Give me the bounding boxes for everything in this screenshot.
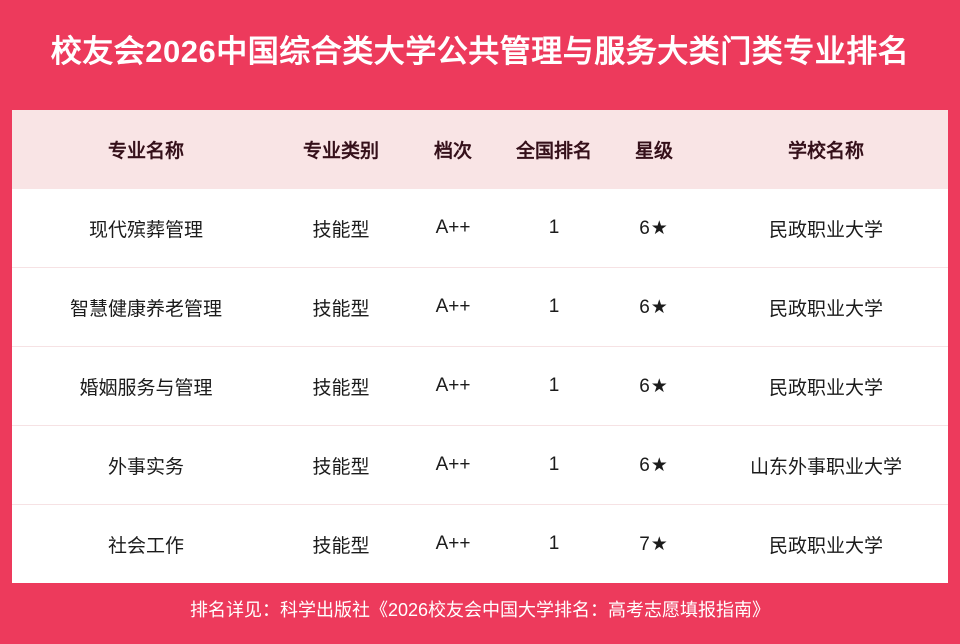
cell-major: 外事实务 bbox=[12, 425, 280, 505]
cell-major: 智慧健康养老管理 bbox=[12, 267, 280, 347]
cell-rank: 1 bbox=[504, 267, 604, 347]
cell-star: 6★ bbox=[604, 267, 704, 347]
table-header-row: 专业名称 专业类别 档次 全国排名 星级 学校名称 bbox=[12, 110, 948, 189]
cell-star: 6★ bbox=[604, 189, 704, 268]
cell-type: 技能型 bbox=[280, 425, 402, 505]
column-header-rank: 全国排名 bbox=[504, 110, 604, 189]
cell-grade: A++ bbox=[402, 189, 504, 268]
table-row: 婚姻服务与管理 技能型 A++ 1 6★ 民政职业大学 bbox=[12, 346, 948, 426]
ranking-table-card: 专业名称 专业类别 档次 全国排名 星级 学校名称 现代殡葬管理 技能型 A++… bbox=[12, 110, 948, 583]
page-title: 校友会2026中国综合类大学公共管理与服务大类门类专业排名 bbox=[50, 34, 910, 69]
table-row: 现代殡葬管理 技能型 A++ 1 6★ 民政职业大学 bbox=[12, 189, 948, 268]
column-header-school: 学校名称 bbox=[704, 110, 948, 189]
ranking-table: 专业名称 专业类别 档次 全国排名 星级 学校名称 现代殡葬管理 技能型 A++… bbox=[12, 110, 948, 583]
cell-rank: 1 bbox=[504, 425, 604, 505]
cell-type: 技能型 bbox=[280, 267, 402, 347]
source-note: 排名详见：科学出版社《2026校友会中国大学排名：高考志愿填报指南》 bbox=[189, 600, 771, 620]
cell-school: 民政职业大学 bbox=[704, 346, 948, 426]
column-header-star: 星级 bbox=[604, 110, 704, 189]
cell-school: 民政职业大学 bbox=[704, 189, 948, 268]
cell-school: 山东外事职业大学 bbox=[704, 425, 948, 505]
table-header: 专业名称 专业类别 档次 全国排名 星级 学校名称 bbox=[12, 110, 948, 189]
cell-star: 6★ bbox=[604, 346, 704, 426]
cell-major: 现代殡葬管理 bbox=[12, 189, 280, 268]
cell-major: 婚姻服务与管理 bbox=[12, 346, 280, 426]
cell-grade: A++ bbox=[402, 267, 504, 347]
cell-school: 民政职业大学 bbox=[704, 267, 948, 347]
cell-type: 技能型 bbox=[280, 189, 402, 268]
table-row: 外事实务 技能型 A++ 1 6★ 山东外事职业大学 bbox=[12, 425, 948, 505]
table-row: 社会工作 技能型 A++ 1 7★ 民政职业大学 bbox=[12, 505, 948, 584]
table-body: 现代殡葬管理 技能型 A++ 1 6★ 民政职业大学 智慧健康养老管理 技能型 … bbox=[12, 189, 948, 583]
cell-grade: A++ bbox=[435, 533, 471, 554]
column-header-major: 专业名称 bbox=[12, 110, 280, 189]
column-header-grade: 档次 bbox=[402, 110, 504, 189]
cell-rank: 1 bbox=[548, 533, 560, 554]
table-row: 智慧健康养老管理 技能型 A++ 1 6★ 民政职业大学 bbox=[12, 267, 948, 347]
cell-type: 技能型 bbox=[312, 535, 370, 557]
cell-grade: A++ bbox=[402, 346, 504, 426]
cell-school: 民政职业大学 bbox=[768, 535, 883, 557]
cell-type: 技能型 bbox=[280, 346, 402, 426]
cell-star: 6★ bbox=[604, 425, 704, 505]
cell-star: 7★ bbox=[639, 533, 669, 555]
cell-rank: 1 bbox=[504, 346, 604, 426]
cell-rank: 1 bbox=[504, 189, 604, 268]
cell-major: 社会工作 bbox=[107, 535, 184, 557]
cell-grade: A++ bbox=[402, 425, 504, 505]
column-header-type: 专业类别 bbox=[280, 110, 402, 189]
